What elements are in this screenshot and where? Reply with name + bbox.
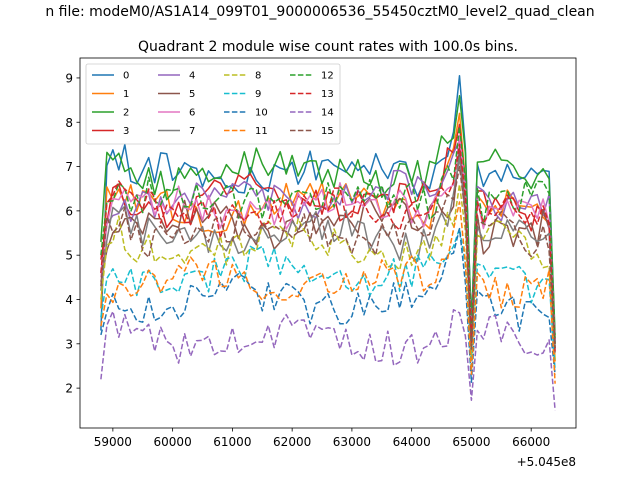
- x-tick-label: 66000: [512, 435, 550, 449]
- legend-label-8: 8: [255, 71, 261, 82]
- y-tick-label: 6: [65, 204, 73, 218]
- legend-label-1: 1: [123, 89, 129, 100]
- legend-label-0: 0: [123, 71, 129, 82]
- legend-label-11: 11: [255, 126, 268, 137]
- legend-label-10: 10: [255, 108, 268, 119]
- legend-label-7: 7: [189, 126, 195, 137]
- series-line-10: [100, 227, 556, 383]
- series-line-7: [100, 156, 556, 355]
- series-line-12: [100, 125, 556, 344]
- y-tick-label: 4: [65, 293, 73, 307]
- legend-label-13: 13: [321, 89, 334, 100]
- series-layer: [100, 74, 556, 411]
- series-line-5: [100, 148, 556, 350]
- y-tick-label: 5: [65, 249, 73, 263]
- x-tick-label: 65000: [452, 435, 490, 449]
- legend-label-3: 3: [123, 126, 129, 137]
- chart-suptitle: n file: modeM0/AS1A14_099T01_9000006536_…: [45, 4, 594, 20]
- y-tick-label: 3: [65, 337, 73, 351]
- legend-label-9: 9: [255, 89, 261, 100]
- plot-frame: [79, 57, 577, 429]
- y-tick-label: 8: [65, 116, 73, 130]
- legend-frame: [85, 63, 341, 145]
- x-tick-label: 64000: [393, 435, 431, 449]
- x-tick-label: 61000: [213, 435, 251, 449]
- series-line-3: [100, 123, 556, 340]
- y-tick-label: 2: [65, 382, 73, 396]
- legend-label-2: 2: [123, 108, 129, 119]
- legend-label-12: 12: [321, 71, 334, 82]
- series-line-13: [100, 143, 556, 353]
- series-line-9: [100, 227, 556, 372]
- series-line-15: [100, 165, 556, 352]
- y-tick-label: 9: [65, 71, 73, 85]
- legend-label-6: 6: [189, 108, 195, 119]
- x-tick-label: 60000: [154, 435, 192, 449]
- chart-title: Quadrant 2 module wise count rates with …: [138, 39, 518, 55]
- legend-label-15: 15: [321, 126, 334, 137]
- y-tick-label: 7: [65, 160, 73, 174]
- legend-label-5: 5: [189, 89, 195, 100]
- series-line-14: [100, 309, 556, 411]
- x-tick-label: 62000: [273, 435, 311, 449]
- legend-label-14: 14: [321, 108, 334, 119]
- x-axis: 59000 60000 61000 62000 63000 64000 65000 66000: [94, 428, 550, 449]
- x-tick-label: 59000: [94, 435, 132, 449]
- series-line-2: [100, 94, 556, 335]
- series-line-8: [100, 183, 556, 362]
- series-line-11: [100, 201, 556, 384]
- x-offset-label: +5.045e8: [517, 455, 576, 469]
- x-tick-label: 63000: [333, 435, 371, 449]
- y-axis: 2 3 4 5 6 7 8 9: [65, 71, 80, 396]
- legend-label-4: 4: [189, 71, 195, 82]
